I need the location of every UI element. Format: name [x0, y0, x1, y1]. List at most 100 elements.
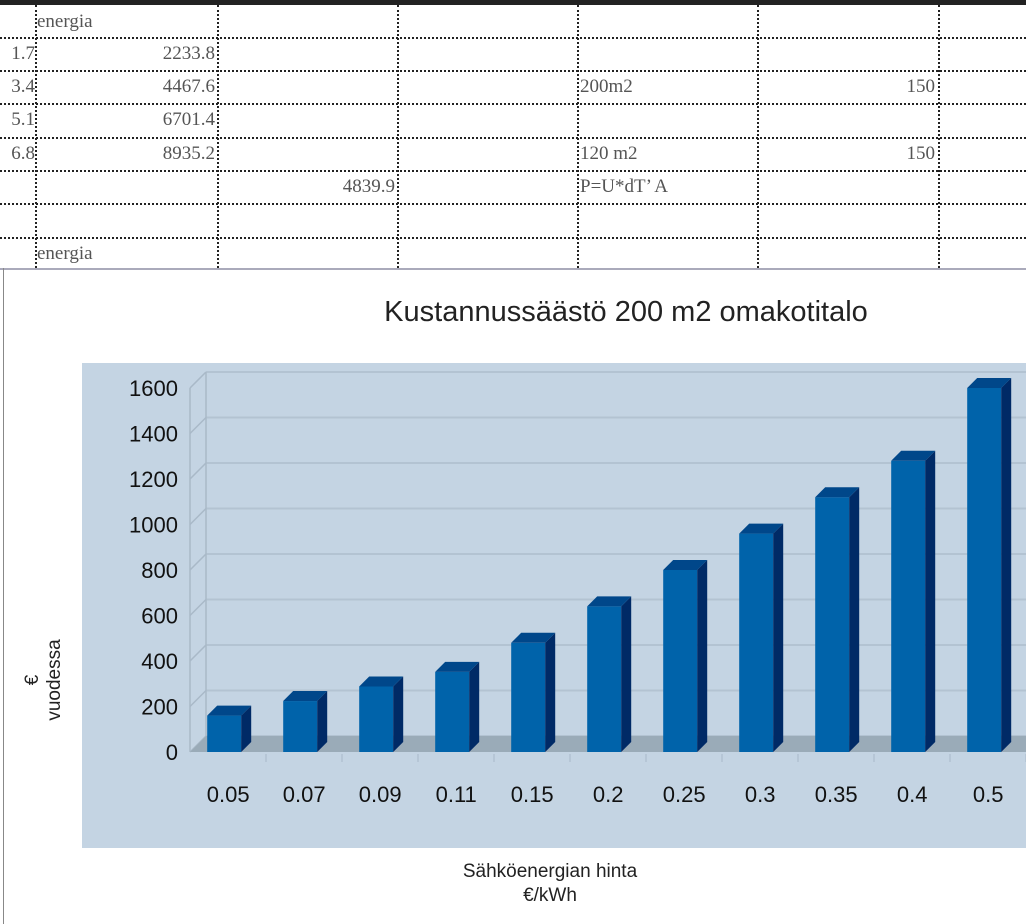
x-axis-label-line1: Sähköenergian hinta	[462, 861, 638, 882]
x-tick-label: 0.05	[207, 782, 250, 807]
sheet-cell[interactable]: 150	[906, 143, 936, 164]
bar-top	[663, 560, 708, 570]
bar-side	[849, 487, 860, 752]
column-divider	[35, 5, 37, 268]
x-tick-label: 0.15	[511, 782, 554, 807]
column-divider	[397, 5, 399, 268]
bar-top	[891, 450, 936, 461]
sheet-cell[interactable]: 1.7	[11, 43, 35, 64]
grid-depth-line	[189, 416, 207, 435]
sheet-cell[interactable]: energia	[37, 243, 93, 264]
y-tick-label: 200	[141, 695, 178, 720]
x-tick-label: 0.07	[283, 782, 326, 807]
bar-side	[241, 705, 252, 752]
sheet-cell[interactable]: 4467.6	[162, 76, 215, 97]
x-tick-label: 0.2	[593, 782, 624, 807]
sheet-cell[interactable]: 3.4	[11, 76, 35, 97]
sheet-cell[interactable]: 200m2	[580, 76, 633, 97]
grid-depth-line	[189, 644, 207, 662]
x-axis-label-line2: €/kWh	[523, 885, 577, 906]
bar-side	[621, 596, 632, 752]
bar-side	[1001, 378, 1012, 752]
bar	[815, 497, 850, 752]
sheet-cell[interactable]: 6.8	[11, 143, 35, 164]
x-tick-label: 0.4	[897, 782, 928, 807]
sheet-cell[interactable]: 4839.9	[342, 176, 395, 197]
bar	[891, 460, 926, 752]
top-border	[0, 0, 1026, 5]
grid-depth-line	[189, 507, 207, 526]
bar-side	[317, 691, 328, 752]
x-tick-label: 0.09	[359, 782, 402, 807]
x-tick-label: 0.3	[745, 782, 776, 807]
y-axis-label-line1: €	[22, 674, 43, 686]
y-tick-label: 0	[166, 740, 178, 765]
row-divider	[0, 37, 1026, 39]
row-divider	[0, 103, 1026, 105]
bar	[435, 671, 470, 752]
sheet-cell[interactable]: 120 m2	[580, 143, 638, 164]
y-tick-label: 1400	[129, 422, 178, 447]
bar-side	[697, 560, 708, 752]
column-divider	[938, 5, 940, 268]
bar	[739, 533, 774, 752]
bar	[967, 388, 1002, 752]
sheet-left-border	[3, 268, 4, 924]
column-divider	[757, 5, 759, 268]
x-tick-label: 0.5	[973, 782, 1004, 807]
row-divider	[0, 203, 1026, 205]
bar-top	[207, 705, 252, 716]
sheet-cell[interactable]: 8935.2	[162, 143, 215, 164]
y-tick-label: 600	[141, 604, 178, 629]
sheet-cell[interactable]: 6701.4	[162, 109, 215, 130]
bar	[283, 701, 318, 752]
grid-depth-line	[189, 553, 207, 571]
sheet-cell[interactable]: energia	[37, 11, 93, 32]
bar-side	[773, 523, 784, 752]
grid-depth-line	[189, 462, 207, 480]
sheet-cell[interactable]: 2233.8	[162, 43, 215, 64]
bar	[359, 686, 394, 752]
y-axis-label-line2: vuodessa	[44, 639, 65, 721]
x-tick-label: 0.35	[815, 782, 858, 807]
bar-top	[359, 676, 404, 687]
bar	[587, 606, 622, 752]
column-divider	[577, 5, 579, 268]
bar	[207, 715, 242, 752]
y-tick-label: 1000	[129, 513, 178, 538]
x-tick-label: 0.11	[436, 782, 477, 807]
bar-side	[393, 676, 404, 752]
chart-title: Kustannussäästö 200 m2 omakotitalo	[384, 296, 868, 328]
sheet-cell[interactable]: P=U*dT’ A	[580, 176, 668, 197]
bar-top	[967, 378, 1012, 388]
bar	[663, 570, 698, 752]
bar-top	[283, 691, 328, 702]
x-tick-label: 0.25	[663, 782, 706, 807]
x-axis-label: Sähköenergian hinta €/kWh	[400, 860, 700, 908]
row-divider	[0, 170, 1026, 172]
y-tick-label: 1600	[129, 376, 178, 401]
bar-side	[469, 661, 480, 752]
y-tick-label: 800	[141, 558, 178, 583]
bar-side	[925, 450, 936, 752]
bar-top	[435, 661, 480, 672]
bar-side	[545, 632, 556, 752]
y-tick-label: 1200	[129, 467, 178, 492]
bar-top	[587, 596, 632, 607]
row-divider	[0, 137, 1026, 139]
sheet-cell[interactable]: 5.1	[11, 109, 35, 130]
bar-top	[739, 523, 784, 534]
chart-plot-area[interactable]	[82, 363, 1026, 848]
row-divider	[0, 237, 1026, 239]
row-divider	[0, 70, 1026, 72]
y-axis-label: € vuodessa	[22, 620, 66, 740]
bar-top	[511, 632, 556, 643]
bar	[511, 642, 546, 752]
spreadsheet-grid: energia 1.7 2233.8 3.4 4467.6 200m2 150 5.1 6701…	[0, 5, 1026, 270]
bar-top	[815, 487, 860, 498]
sheet-cell[interactable]: 150	[906, 76, 936, 97]
grid-depth-line	[189, 371, 207, 389]
y-tick-label: 400	[141, 649, 178, 674]
grid-depth-line	[189, 689, 207, 708]
